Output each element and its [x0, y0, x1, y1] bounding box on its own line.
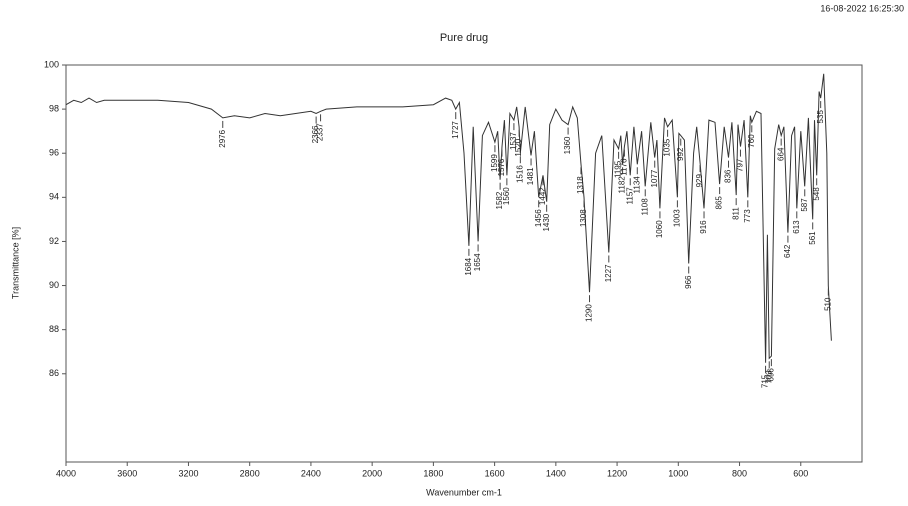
peak-label: 1318	[576, 176, 585, 194]
peak-label: 966	[684, 275, 693, 289]
y-tick-label: 98	[49, 103, 59, 113]
peak-label: 1003	[672, 209, 681, 227]
x-tick-label: 1600	[485, 468, 505, 478]
y-tick-label: 94	[49, 192, 59, 202]
plot-frame	[65, 64, 863, 463]
peak-label: 992	[676, 147, 685, 161]
peak-label: 1308	[579, 209, 588, 227]
x-tick-label: 1000	[668, 468, 688, 478]
peak-label: 1684	[464, 257, 473, 275]
peak-label: 1108	[640, 198, 649, 216]
peak-label: 613	[792, 220, 801, 234]
peak-label: 642	[783, 244, 792, 258]
peak-label: 1060	[655, 220, 664, 238]
peak-label: 561	[808, 231, 817, 245]
peak-label: 535	[816, 110, 825, 124]
y-tick-label: 86	[49, 368, 59, 378]
peak-label: 1520	[514, 138, 523, 156]
peak-label: 1227	[604, 264, 613, 282]
peak-label: 2366	[311, 125, 320, 143]
peak-label: 1560	[502, 187, 511, 205]
peak-label: 1134	[632, 176, 641, 194]
peak-label: 548	[812, 187, 821, 201]
x-tick-label: 2800	[240, 468, 260, 478]
peak-label: 1182	[618, 176, 627, 194]
x-tick-label: 2000	[362, 468, 382, 478]
peak-label: 836	[724, 169, 733, 183]
peak-label: 916	[699, 220, 708, 234]
x-tick-label: 2400	[301, 468, 321, 478]
peak-label: 1360	[563, 136, 572, 154]
peak-label: 1654	[473, 253, 482, 271]
x-tick-label: 4000	[56, 468, 76, 478]
peak-label: 1077	[650, 169, 659, 187]
x-tick-label: 1400	[546, 468, 566, 478]
peak-label: 811	[731, 207, 740, 220]
peak-label: 664	[776, 147, 785, 161]
peak-label: 510	[823, 297, 832, 311]
chart-title: Pure drug	[440, 32, 488, 44]
peak-label: 929	[695, 174, 704, 188]
peak-label: 797	[736, 158, 745, 172]
peak-label: 1582	[495, 191, 504, 209]
y-tick-label: 96	[49, 148, 59, 158]
peak-label: 1290	[585, 304, 594, 322]
x-tick-label: 3600	[117, 468, 137, 478]
peak-label: 587	[800, 198, 809, 212]
x-tick-label: 800	[732, 468, 747, 478]
y-tick-label: 100	[44, 59, 59, 69]
peak-label: 1456	[534, 209, 543, 227]
peak-label: 1481	[526, 167, 535, 185]
x-axis-label: Wavenumber cm-1	[426, 487, 502, 497]
y-axis-label: Transmittance [%]	[10, 227, 20, 299]
timestamp: 16-08-2022 16:25:30	[820, 3, 904, 13]
peak-label: 715	[761, 374, 770, 388]
peak-label: 1195	[614, 160, 623, 178]
peak-label: 1537	[509, 132, 518, 150]
x-tick-label: 1800	[423, 468, 443, 478]
peak-label: 1035	[663, 138, 672, 156]
peak-label: 1576	[497, 158, 506, 176]
peak-label: 1599	[490, 154, 499, 172]
x-tick-label: 600	[793, 468, 808, 478]
peak-label: 760	[747, 134, 756, 148]
peak-label: 2976	[218, 129, 227, 147]
x-tick-label: 1200	[607, 468, 627, 478]
peak-label: 703	[764, 370, 773, 384]
peak-label: 865	[715, 196, 724, 210]
peak-label: 1516	[515, 165, 524, 183]
x-tick-label: 3200	[178, 468, 198, 478]
peak-label: 773	[743, 209, 752, 223]
peak-label: 1176	[620, 158, 629, 176]
peak-label: 1442	[538, 187, 547, 205]
peak-label: 1430	[542, 213, 551, 231]
peak-label: 1157	[625, 187, 634, 205]
peak-label: 1727	[451, 121, 460, 139]
y-tick-label: 88	[49, 324, 59, 334]
spectrum-line	[65, 73, 832, 363]
y-tick-label: 92	[49, 236, 59, 246]
peak-label: 696	[766, 368, 775, 382]
peak-label: 2337	[316, 123, 325, 141]
y-tick-label: 90	[49, 280, 59, 290]
